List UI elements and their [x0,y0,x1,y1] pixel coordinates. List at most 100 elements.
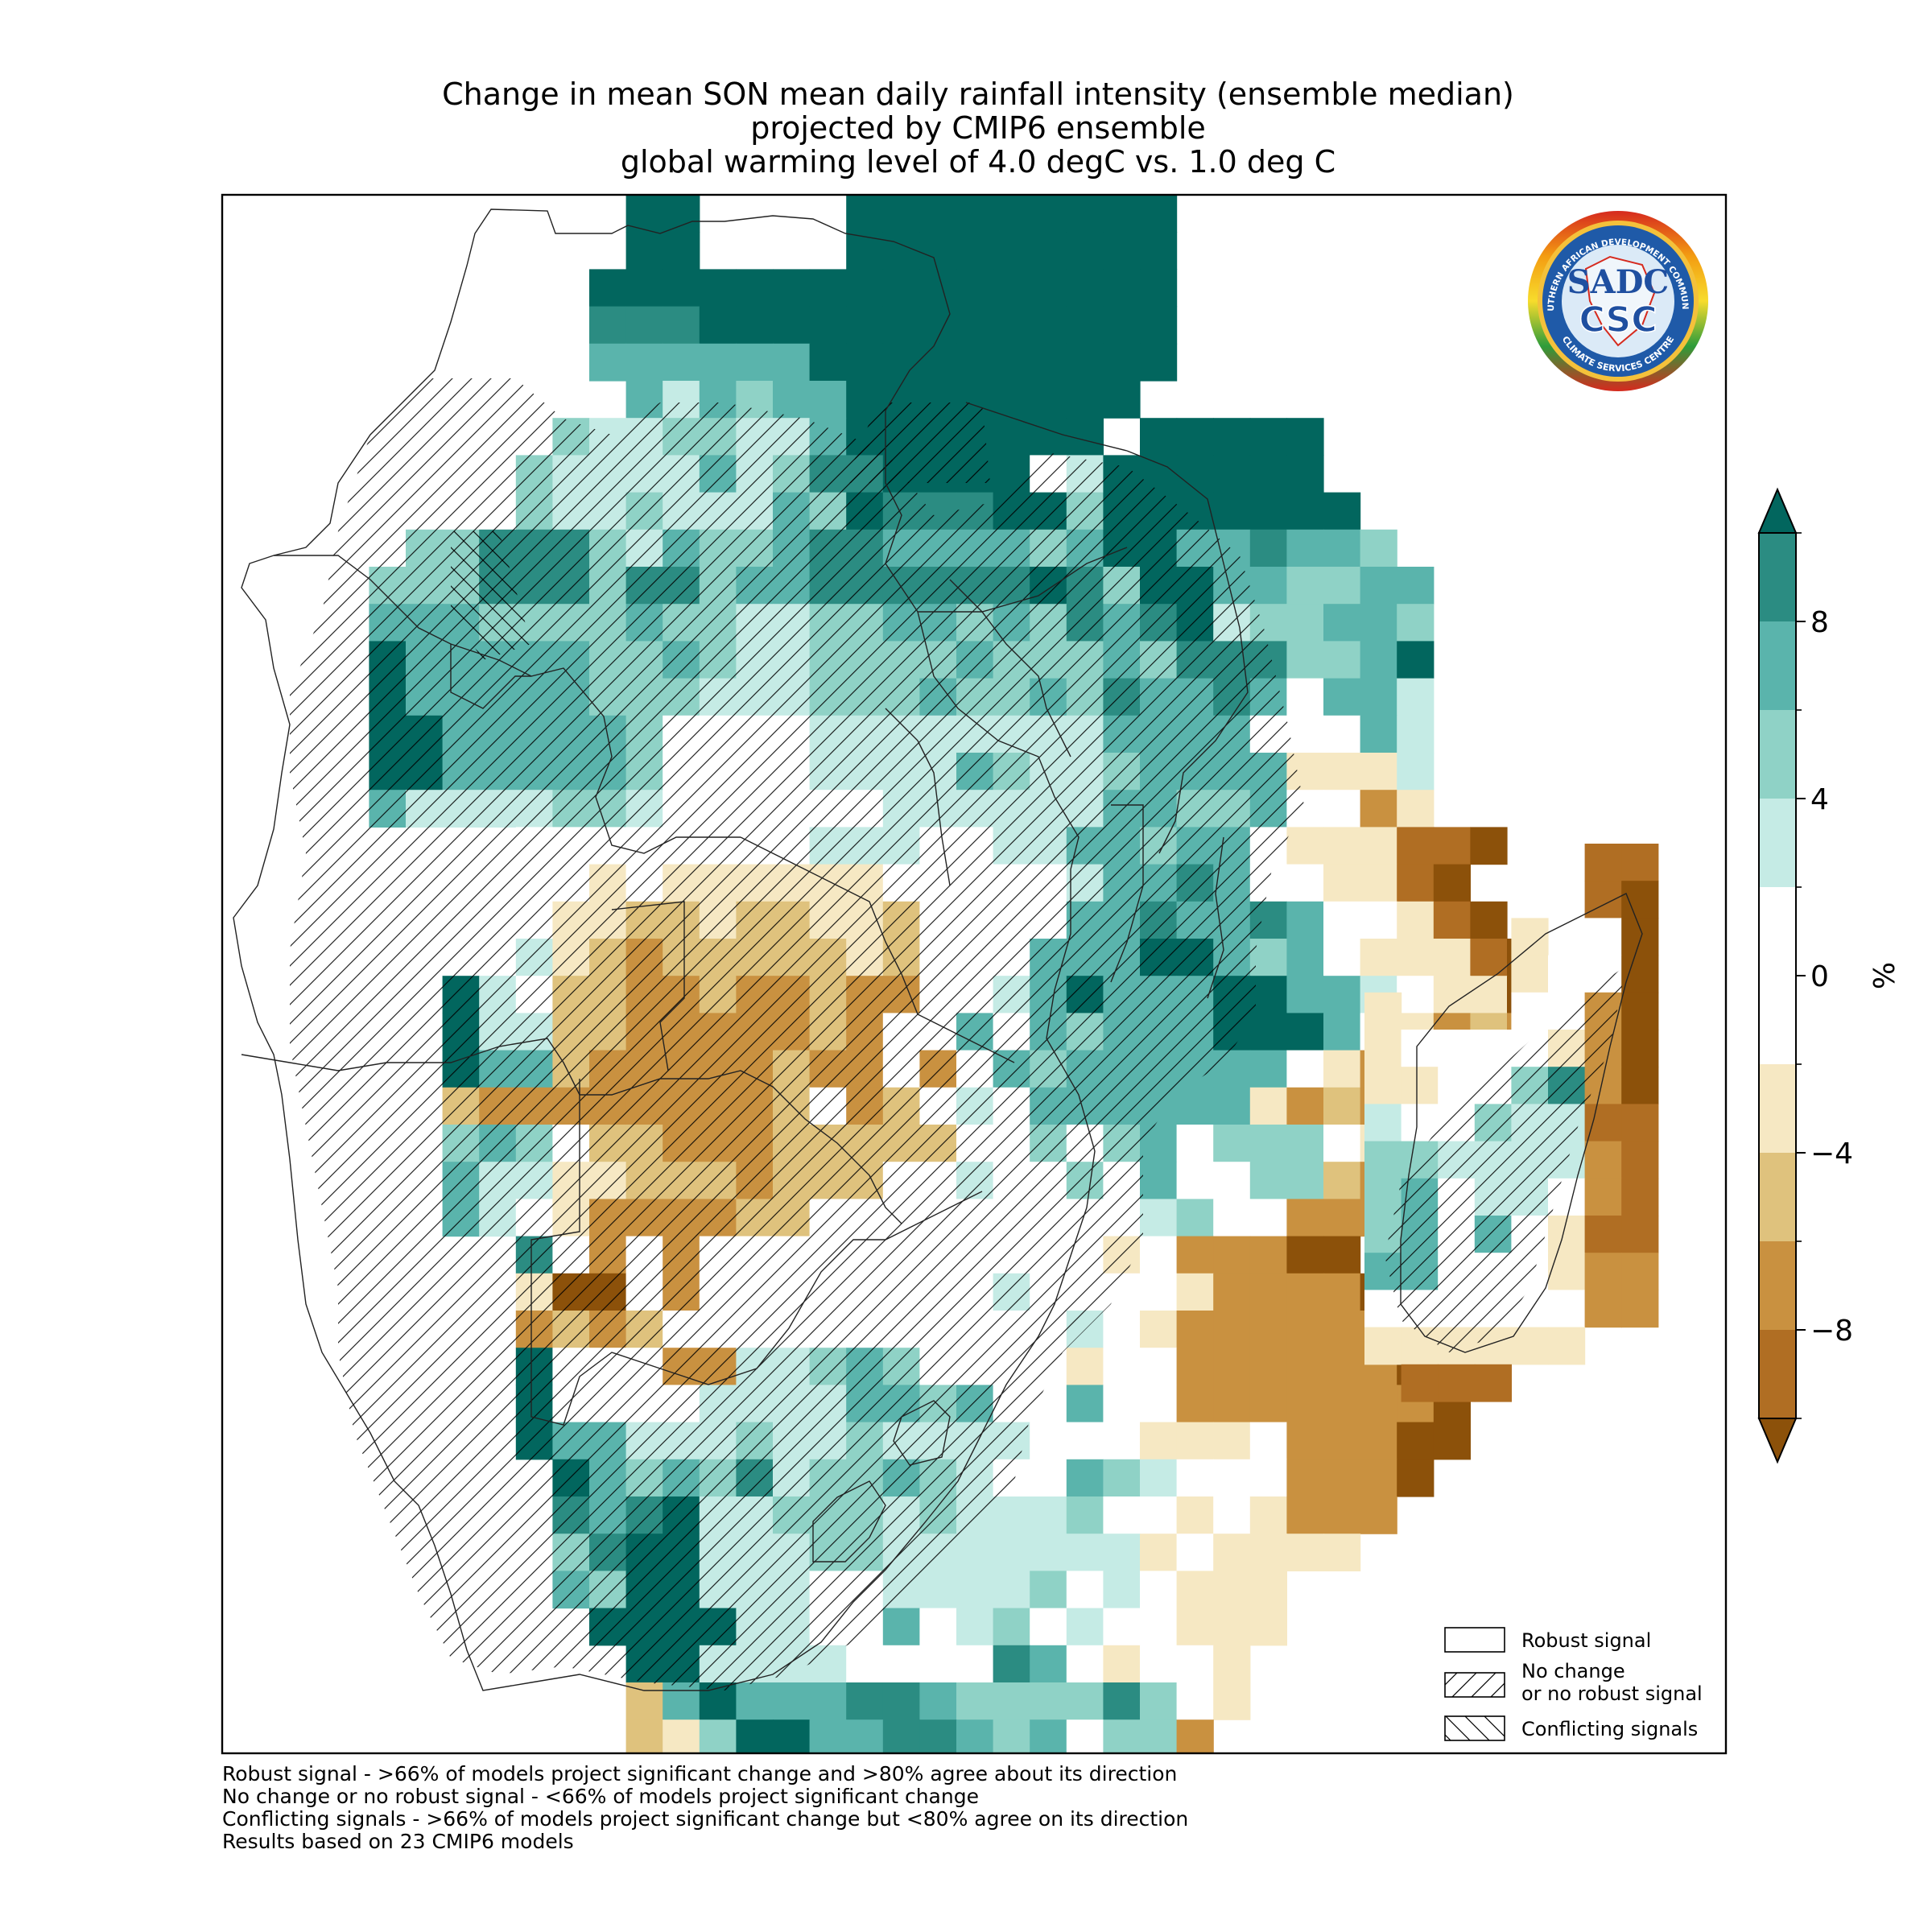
grid-cell [1286,1199,1324,1237]
grid-cell [1397,1422,1435,1460]
grid-cell [1470,976,1508,1013]
grid-cell [1286,1273,1324,1311]
grid-cell [993,1719,1030,1753]
grid-cell [919,1682,957,1720]
grid-cell [663,269,700,308]
grid-cell [1140,1719,1178,1753]
grid-cell [1323,715,1361,753]
grid-cell [1249,455,1287,493]
grid-cell [1103,269,1141,308]
grid-cell [736,1719,774,1753]
grid-cell [699,269,737,308]
grid-cell [1397,1459,1435,1497]
grid-cell [1286,715,1324,753]
grid-cell [1433,939,1471,976]
grid-cell [846,232,884,270]
grid-cell [699,343,737,382]
grid-cell [699,306,737,345]
grid-cell [663,1682,700,1720]
grid-cell [882,1719,920,1753]
grid-cell [1433,1422,1471,1460]
grid-cell [1286,1422,1324,1460]
grid-cell [956,343,994,382]
grid-cell [1066,232,1104,270]
grid-cell [1323,901,1361,939]
grid-cell [1286,1050,1324,1088]
grid-cell [1286,1087,1324,1125]
grid-cell [1103,1348,1141,1385]
grid-cell [1213,1125,1251,1162]
madagascar-grid-cell [1364,1141,1402,1179]
grid-cell [1140,1385,1178,1423]
grid-cell [1066,1422,1104,1460]
grid-cell [846,343,884,382]
grid-cell [1213,1571,1251,1609]
grid-cell [1176,1682,1214,1720]
grid-cell [1103,1571,1141,1609]
grid-cell [1176,1236,1214,1274]
grid-cell [1213,1385,1251,1423]
grid-cell [846,1682,884,1720]
grid-cell [1103,1682,1141,1720]
grid-cell [1030,1682,1067,1720]
grid-cell [1030,1719,1067,1753]
grid-cell [1397,567,1435,605]
grid-cell [1066,1608,1104,1646]
grid-cell [625,269,663,308]
grid-cell [1286,604,1324,642]
grid-cell [1323,790,1361,828]
grid-cell [882,269,920,308]
madagascar-grid-cell [1584,1253,1622,1290]
madagascar-grid-cell [1401,1067,1439,1104]
grid-cell [1213,1273,1251,1311]
grid-cell [993,232,1030,270]
grid-cell [1323,1050,1361,1088]
grid-cell [1140,1496,1178,1534]
grid-cell [1103,1645,1141,1683]
grid-cell [663,195,700,233]
grid-cell [1030,1608,1067,1646]
grid-cell [1140,418,1178,456]
grid-cell [1397,864,1435,902]
grid-cell [809,343,847,382]
grid-cell [1176,1311,1214,1348]
grid-cell [1286,1534,1324,1571]
hatch-legend: Robust signal No change or no robust sig… [1444,1627,1703,1741]
colorbar-tick-label: 4 [1810,783,1829,816]
grid-cell [956,1719,994,1753]
grid-cell [846,1645,884,1683]
grid-cell [1066,195,1104,233]
grid-cell [589,343,627,382]
grid-cell [1249,1273,1287,1311]
grid-cell [1176,1608,1214,1646]
grid-cell [1176,1571,1214,1609]
grid-cell [846,306,884,345]
grid-cell [846,195,884,233]
grid-cell [1213,418,1251,456]
grid-cell [1066,1571,1104,1609]
grid-cell [919,269,957,308]
grid-cell [1433,976,1471,1013]
grid-cell [1360,641,1397,679]
grid-cell [993,343,1030,382]
grid-cell [1249,1013,1287,1051]
grid-cell [1323,1162,1361,1199]
grid-cell [1286,1496,1324,1534]
madagascar-grid-cell [1621,1141,1659,1179]
footnote-conflicting: Conflicting signals - >66% of models pro… [222,1807,1189,1831]
grid-cell [809,1719,847,1753]
grid-cell [1176,1125,1214,1162]
grid-cell [1323,529,1361,568]
grid-cell [956,1645,994,1683]
grid-cell [1286,641,1324,679]
grid-cell [1176,1162,1214,1199]
grid-cell [1140,232,1178,270]
grid-cell [1249,1459,1287,1497]
colorbar-tick-label: 8 [1810,606,1829,639]
grid-cell [1213,1682,1251,1720]
grid-cell [1176,1719,1214,1753]
grid-cell [1360,1385,1397,1423]
grid-cell [663,306,700,345]
grid-cell [1360,753,1397,791]
grid-cell [1030,195,1067,233]
